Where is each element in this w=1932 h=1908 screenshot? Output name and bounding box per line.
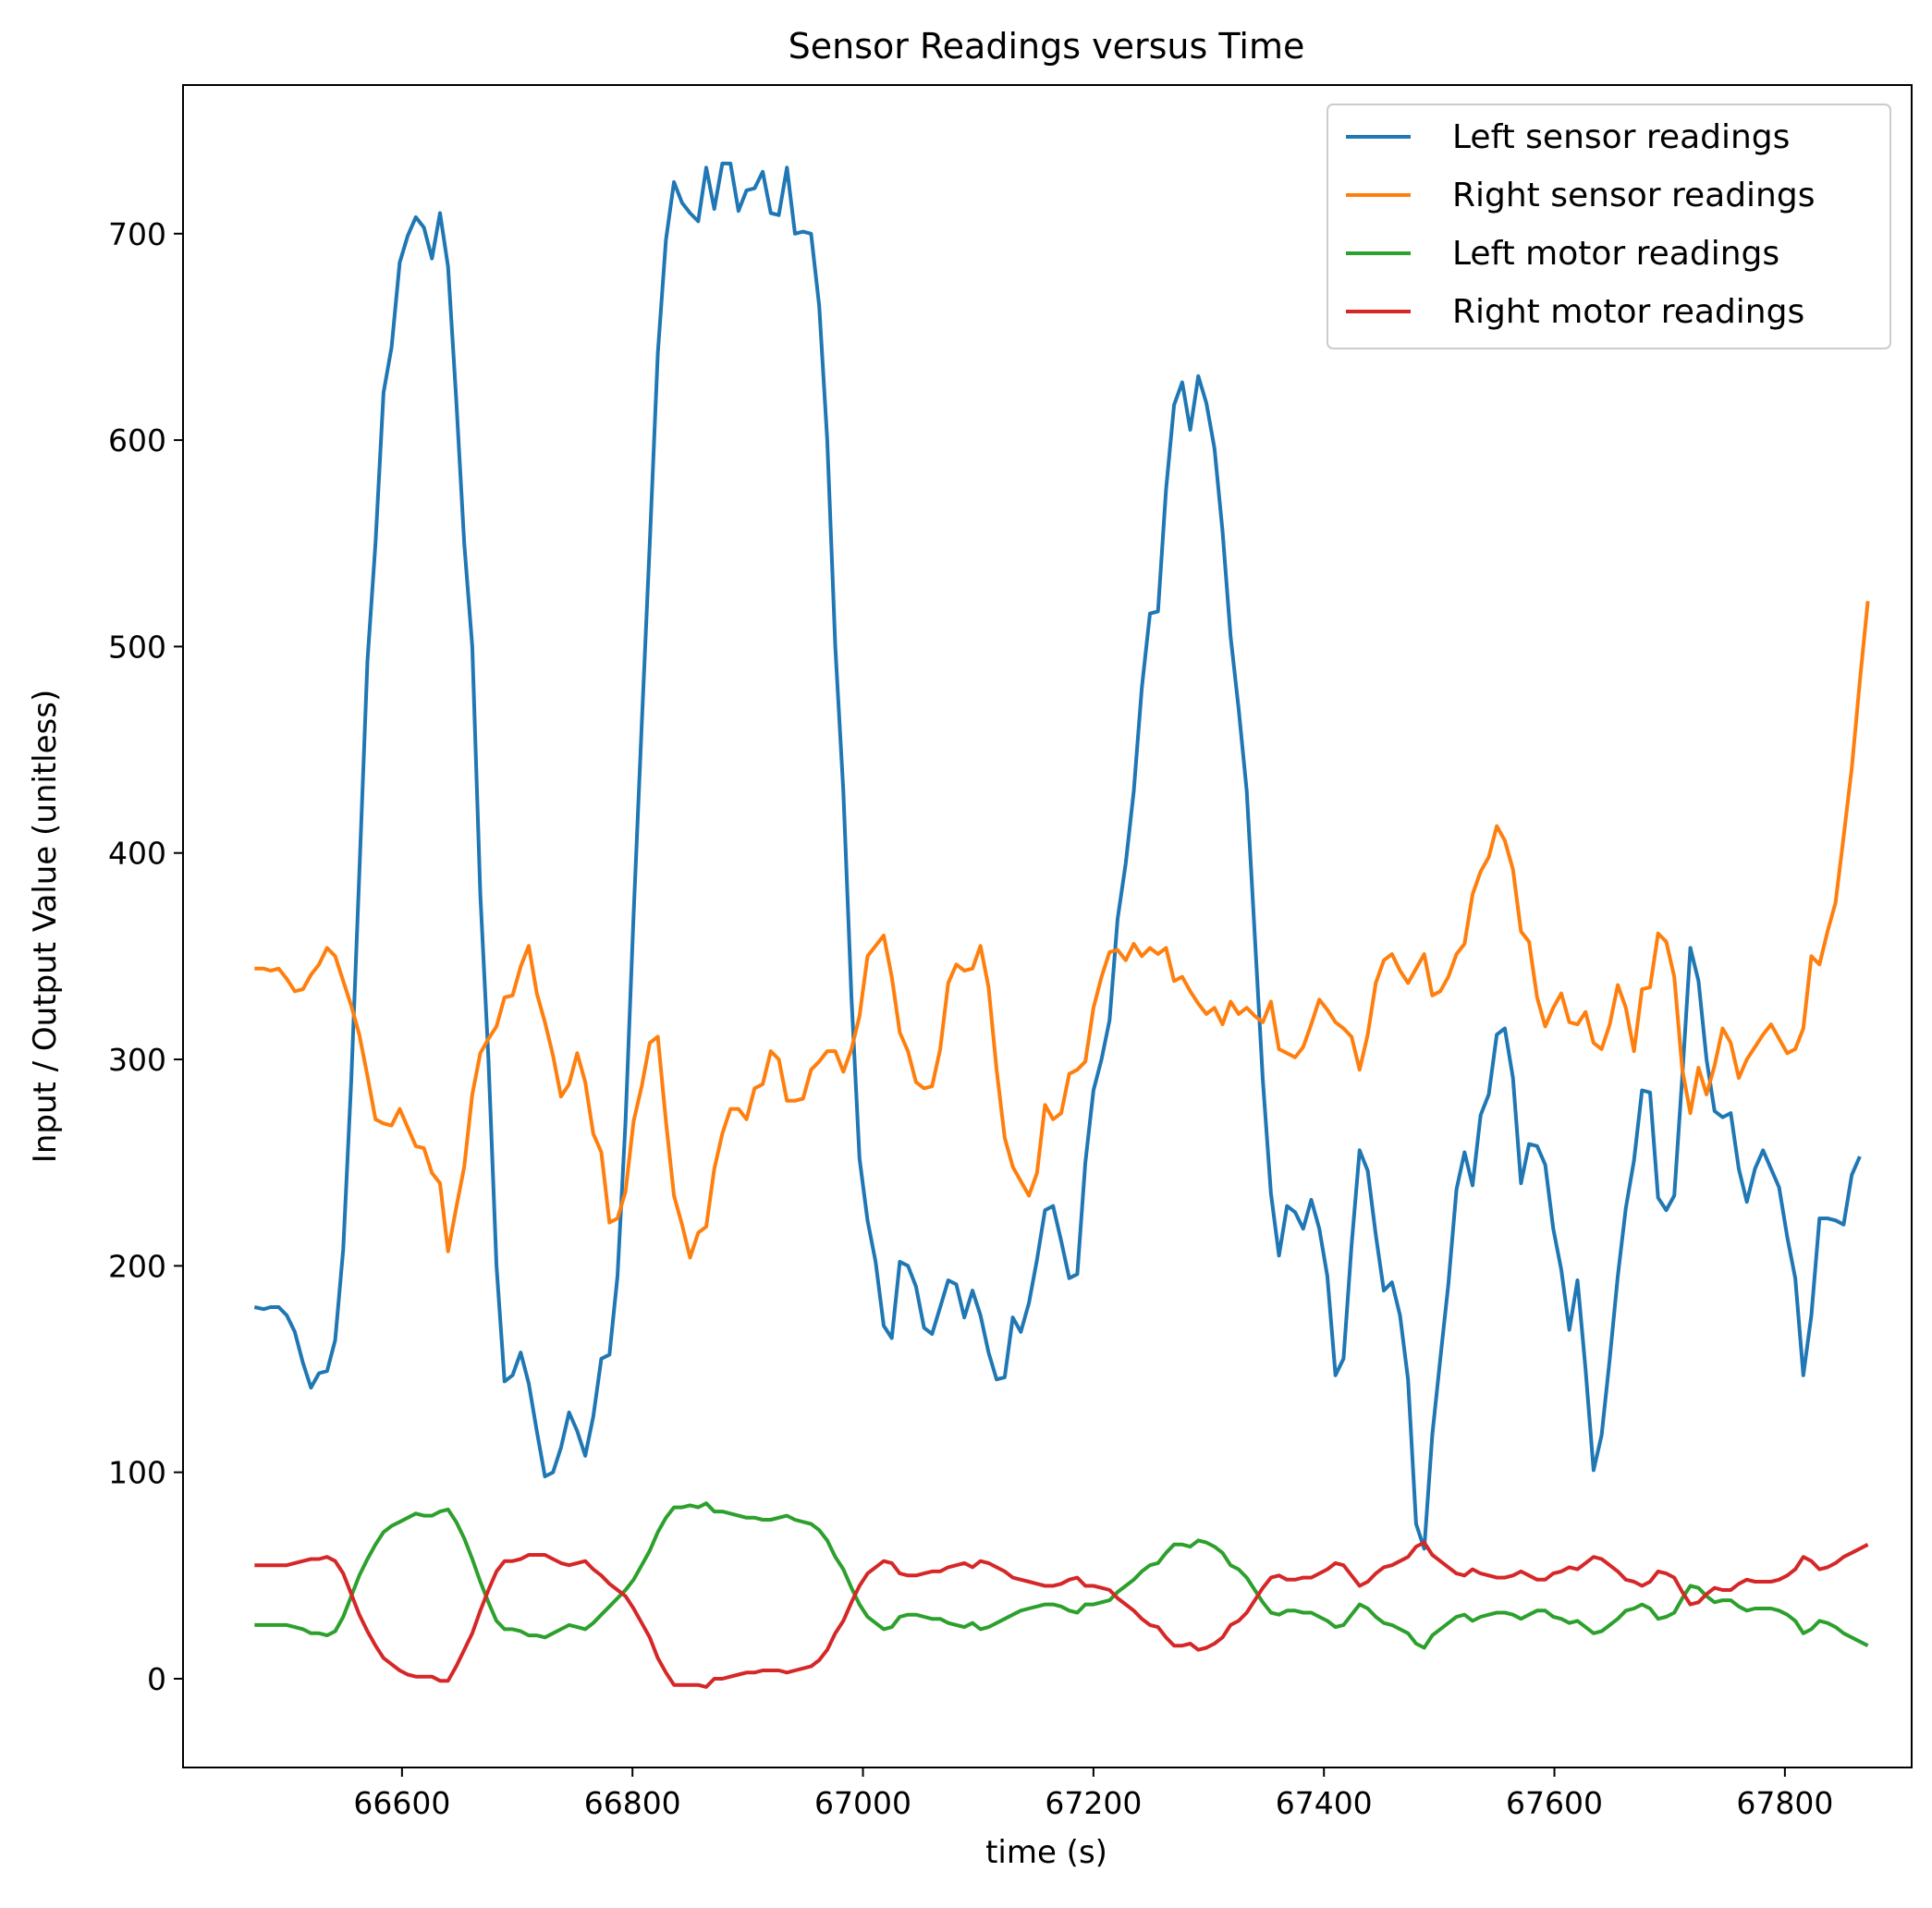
legend-label-right-sensor: Right sensor readings: [1452, 177, 1815, 214]
series-line-right-motor-readings: [254, 1540, 1869, 1689]
legend-label-left-sensor: Left sensor readings: [1452, 118, 1790, 156]
y-tick-label: 100: [108, 1455, 166, 1491]
x-tick-label: 67600: [1506, 1785, 1603, 1821]
x-axis-label: time (s): [985, 1834, 1107, 1871]
series-line-left-sensor-readings: [253, 161, 1862, 1551]
y-tick-label: 500: [108, 629, 166, 665]
y-axis: 0 100 200 300 400 500 600 700: [108, 216, 183, 1697]
x-tick-label: 67200: [1045, 1785, 1142, 1821]
legend-label-left-motor: Left motor readings: [1452, 235, 1779, 273]
plot-frame: [182, 84, 1913, 1768]
x-tick-label: 67800: [1736, 1785, 1833, 1821]
legend: Left sensor readings Right sensor readin…: [1327, 104, 1891, 349]
series-line-left-motor-readings: [254, 1501, 1869, 1650]
x-tick-label: 67400: [1276, 1785, 1373, 1821]
series-line-right-sensor-readings: [254, 601, 1870, 1260]
y-tick-label: 200: [108, 1248, 166, 1284]
x-tick-label: 66600: [353, 1785, 450, 1821]
legend-box: [1327, 104, 1891, 349]
x-tick-label: 66800: [584, 1785, 681, 1821]
legend-label-right-motor: Right motor readings: [1452, 293, 1804, 331]
y-tick-label: 600: [108, 422, 166, 459]
x-tick-label: 67000: [814, 1785, 911, 1821]
x-axis: 66600 66800 67000 67200 67400 67600 67800: [353, 1767, 1833, 1821]
y-tick-label: 700: [108, 216, 166, 252]
y-tick-label: 300: [108, 1042, 166, 1078]
y-axis-label: Input / Output Value (unitless): [27, 690, 64, 1163]
y-tick-label: 400: [108, 836, 166, 872]
y-tick-label: 0: [147, 1661, 166, 1697]
chart-title: Sensor Readings versus Time: [789, 26, 1305, 67]
series-layer: [253, 161, 1870, 1689]
